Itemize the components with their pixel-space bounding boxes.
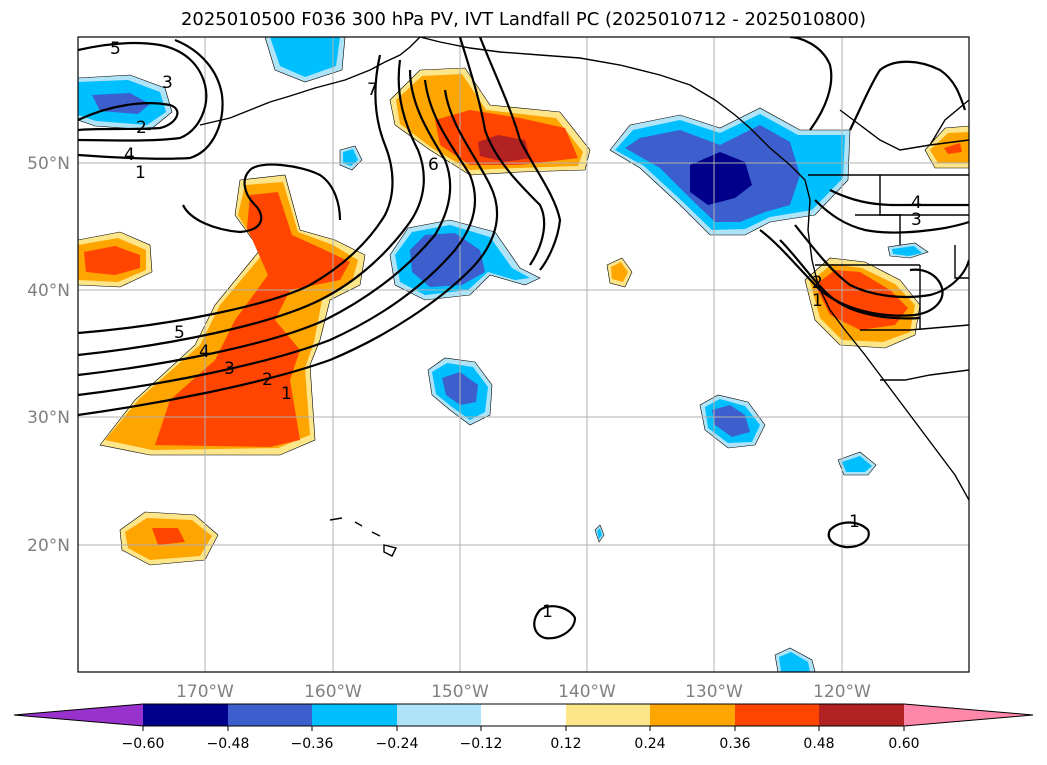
- contour-label: 4: [124, 145, 135, 165]
- colorbar-segment: [228, 704, 312, 726]
- colorbar-extend-high: [904, 704, 1033, 726]
- contour-label: 1: [542, 602, 553, 622]
- contour-label: 3: [224, 359, 235, 379]
- contour-label: 7: [367, 80, 378, 100]
- contour-label: 4: [199, 342, 210, 362]
- positive-gulf-of-alaska: [389, 67, 591, 176]
- map-title: 2025010500 F036 300 hPa PV, IVT Landfall…: [180, 9, 867, 30]
- contour-label: 2: [136, 118, 147, 138]
- contour-labels: 5 4 3 2 1 5 4 3 2 1 6 7 3 4 2 1 1 1: [110, 39, 922, 622]
- lon-label: 170°W: [176, 682, 234, 702]
- lon-label: 150°W: [431, 682, 489, 702]
- colorbar-tick-label: 0.24: [634, 736, 665, 752]
- negative-small-blobs: [594, 242, 929, 672]
- positive-blob-mid: [606, 257, 633, 288]
- coastlines: [199, 37, 969, 557]
- colorbar-segment: [143, 704, 228, 726]
- lat-label: 30°N: [27, 408, 70, 428]
- contour-label: 2: [262, 370, 273, 390]
- colorbar-tick-label: 0.60: [888, 736, 919, 752]
- lon-label: 160°W: [304, 682, 362, 702]
- lat-labels: 50°N 40°N 30°N 20°N: [27, 154, 70, 556]
- negative-small-north: [339, 145, 363, 171]
- contour-label: 2: [812, 273, 823, 293]
- negative-bc-coast: [609, 107, 851, 236]
- colorbar-segment: [650, 704, 735, 726]
- lat-label: 20°N: [27, 536, 70, 556]
- contour-label: 6: [428, 155, 439, 175]
- colorbar-tick-label: 0.12: [550, 736, 581, 752]
- lat-label: 40°N: [27, 281, 70, 301]
- colorbar-extend-low: [14, 704, 143, 726]
- pv-contours: [78, 37, 969, 640]
- contour-label: 1: [812, 291, 823, 311]
- colorbar-tick-label: 0.36: [719, 736, 750, 752]
- contour-label: 1: [849, 512, 860, 532]
- colorbar-tick-label: −0.60: [122, 736, 165, 752]
- positive-band-central-pacific: [99, 174, 366, 456]
- colorbar-segment: [735, 704, 819, 726]
- negative-north-top: [264, 37, 346, 83]
- contour-label: 1: [281, 384, 292, 404]
- colorbar: −0.60 −0.48 −0.36 −0.24 −0.12 0.12 0.24 …: [13, 703, 1034, 752]
- contour-label: 1: [135, 163, 146, 183]
- colorbar-segment: [566, 704, 650, 726]
- colorbar-tick-label: −0.36: [291, 736, 334, 752]
- map-frame: [77, 36, 970, 673]
- lon-label: 130°W: [685, 682, 743, 702]
- negative-east-south: [699, 394, 766, 449]
- lon-labels: 170°W 160°W 150°W 140°W 130°W 120°W: [176, 682, 871, 702]
- positive-northeast-corner: [924, 125, 969, 169]
- lon-label: 140°W: [558, 682, 616, 702]
- colorbar-segment: [819, 704, 904, 726]
- colorbar-tick-label: 0.48: [803, 736, 834, 752]
- contour-label: 4: [911, 193, 922, 213]
- contour-label: 5: [110, 39, 121, 59]
- contour-label: 3: [162, 73, 173, 93]
- lat-label: 50°N: [27, 154, 70, 174]
- colorbar-tick-label: −0.12: [460, 736, 503, 752]
- colorbar-segment: [481, 704, 566, 726]
- positive-blob-south: [119, 511, 219, 566]
- colorbar-tick-label: −0.24: [376, 736, 419, 752]
- positive-blob-west: [78, 231, 153, 288]
- colorbar-segment: [312, 704, 397, 726]
- contour-label: 3: [911, 210, 922, 230]
- contour-label: 5: [174, 323, 185, 343]
- lon-label: 120°W: [813, 682, 871, 702]
- colorbar-segment: [397, 704, 481, 726]
- colorbar-tick-label: −0.48: [207, 736, 250, 752]
